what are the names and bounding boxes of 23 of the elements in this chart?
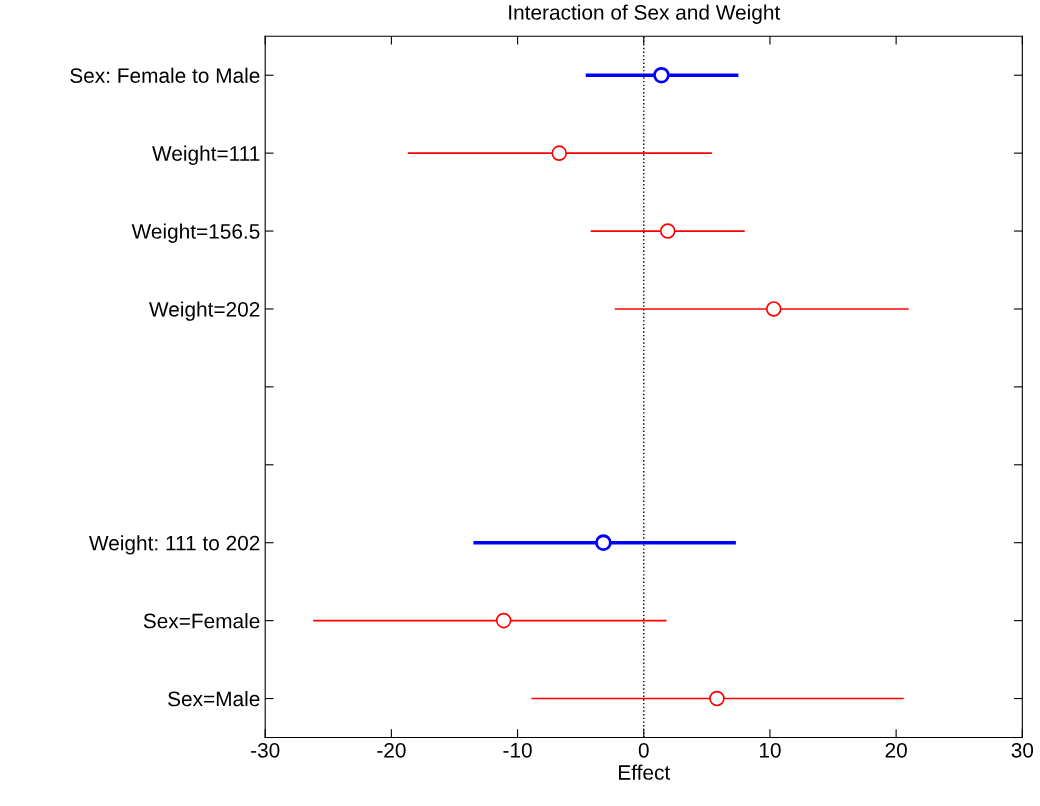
- x-tick-label: 10: [759, 742, 781, 758]
- x-tick-label: 0: [638, 742, 649, 758]
- point: [653, 66, 670, 84]
- x-tick-label: 30: [1011, 742, 1034, 758]
- y-tick-label: Sex=Female: [143, 613, 260, 629]
- y-tick-label: Weight=111: [152, 145, 260, 166]
- point: [551, 145, 567, 161]
- x-tick-label: -30: [251, 742, 280, 758]
- y-tick-label: Sex: Female to Male: [70, 67, 260, 83]
- chart-title: Interaction of Sex and Weight: [509, 4, 781, 24]
- y-tick-label: Weight: 111 to 202: [88, 535, 260, 555]
- x-tick-label: -20: [377, 742, 406, 758]
- y-tick-label: Weight=156.5: [131, 223, 260, 243]
- point: [495, 612, 512, 629]
- point: [595, 534, 612, 552]
- point: [709, 690, 725, 707]
- x-axis-title: Effect: [619, 764, 671, 780]
- y-tick-label: Weight=202: [149, 301, 260, 321]
- x-tick-label: 20: [885, 742, 907, 758]
- point: [659, 223, 676, 239]
- y-tick-label: Sex=Male: [168, 690, 260, 707]
- point: [765, 301, 782, 317]
- x-tick-label: -10: [503, 742, 532, 758]
